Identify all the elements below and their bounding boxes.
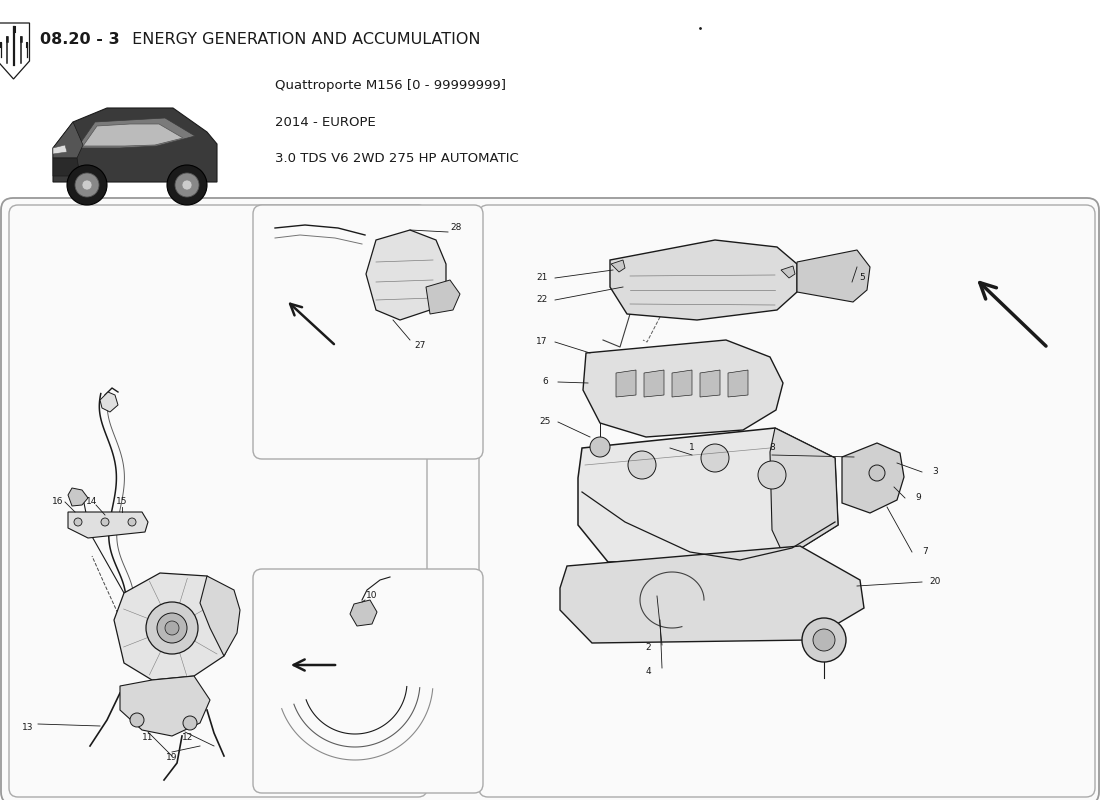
- Polygon shape: [82, 124, 183, 146]
- Circle shape: [183, 716, 197, 730]
- Polygon shape: [77, 118, 195, 148]
- Text: 27: 27: [415, 341, 426, 350]
- Polygon shape: [560, 546, 864, 643]
- Text: 2014 - EUROPE: 2014 - EUROPE: [275, 115, 376, 129]
- Circle shape: [130, 713, 144, 727]
- Circle shape: [701, 444, 729, 472]
- Polygon shape: [610, 260, 625, 272]
- Text: 16: 16: [52, 498, 64, 506]
- Polygon shape: [53, 145, 67, 154]
- Text: 14: 14: [86, 498, 98, 506]
- Polygon shape: [798, 250, 870, 302]
- Text: 7: 7: [922, 547, 928, 557]
- FancyBboxPatch shape: [253, 569, 483, 793]
- Text: 13: 13: [22, 723, 34, 733]
- Polygon shape: [68, 512, 148, 538]
- Polygon shape: [366, 230, 446, 320]
- Polygon shape: [610, 240, 797, 320]
- Text: 4: 4: [646, 667, 651, 677]
- Circle shape: [167, 165, 207, 205]
- Circle shape: [175, 173, 199, 197]
- Polygon shape: [350, 600, 377, 626]
- Circle shape: [128, 518, 136, 526]
- Circle shape: [101, 518, 109, 526]
- Text: 20: 20: [930, 578, 940, 586]
- Text: 17: 17: [537, 338, 548, 346]
- FancyBboxPatch shape: [253, 205, 483, 459]
- Polygon shape: [114, 573, 236, 680]
- Circle shape: [590, 437, 610, 457]
- Polygon shape: [200, 576, 240, 656]
- Text: 12: 12: [183, 734, 194, 742]
- FancyBboxPatch shape: [1, 198, 1099, 800]
- FancyBboxPatch shape: [9, 205, 427, 797]
- Text: 1: 1: [689, 443, 695, 453]
- Text: 5: 5: [859, 274, 865, 282]
- Text: 08.20 - 3: 08.20 - 3: [40, 33, 120, 47]
- Text: 19: 19: [166, 754, 178, 762]
- Circle shape: [869, 465, 886, 481]
- Circle shape: [75, 173, 99, 197]
- Circle shape: [157, 613, 187, 643]
- Circle shape: [74, 518, 82, 526]
- Text: 9: 9: [915, 494, 921, 502]
- Polygon shape: [770, 428, 838, 558]
- Polygon shape: [53, 122, 82, 158]
- Circle shape: [146, 602, 198, 654]
- Circle shape: [67, 165, 107, 205]
- Text: 21: 21: [537, 274, 548, 282]
- Text: 28: 28: [450, 223, 462, 233]
- Text: 3.0 TDS V6 2WD 275 HP AUTOMATIC: 3.0 TDS V6 2WD 275 HP AUTOMATIC: [275, 151, 519, 165]
- Text: 22: 22: [537, 295, 548, 305]
- Text: 15: 15: [117, 498, 128, 506]
- Text: ENERGY GENERATION AND ACCUMULATION: ENERGY GENERATION AND ACCUMULATION: [126, 33, 481, 47]
- Polygon shape: [100, 392, 118, 412]
- Text: 25: 25: [539, 418, 551, 426]
- Text: 2: 2: [646, 643, 651, 653]
- Polygon shape: [781, 266, 795, 278]
- Polygon shape: [68, 488, 88, 506]
- Text: 3: 3: [932, 467, 938, 477]
- FancyBboxPatch shape: [478, 205, 1094, 797]
- Polygon shape: [672, 370, 692, 397]
- Polygon shape: [426, 280, 460, 314]
- Text: 11: 11: [142, 734, 154, 742]
- Polygon shape: [728, 370, 748, 397]
- Circle shape: [165, 621, 179, 635]
- Polygon shape: [53, 108, 217, 182]
- Text: 6: 6: [542, 378, 548, 386]
- Text: 8: 8: [769, 443, 774, 453]
- Text: Quattroporte M156 [0 - 99999999]: Quattroporte M156 [0 - 99999999]: [275, 78, 506, 91]
- Polygon shape: [616, 370, 636, 397]
- Polygon shape: [644, 370, 664, 397]
- Polygon shape: [583, 340, 783, 437]
- Circle shape: [628, 451, 656, 479]
- Circle shape: [82, 180, 92, 190]
- Circle shape: [802, 618, 846, 662]
- Polygon shape: [53, 158, 80, 176]
- Circle shape: [758, 461, 786, 489]
- Text: 10: 10: [366, 590, 377, 599]
- Polygon shape: [578, 428, 838, 562]
- Circle shape: [182, 180, 192, 190]
- Polygon shape: [842, 443, 904, 513]
- Polygon shape: [120, 676, 210, 736]
- Circle shape: [813, 629, 835, 651]
- Polygon shape: [700, 370, 720, 397]
